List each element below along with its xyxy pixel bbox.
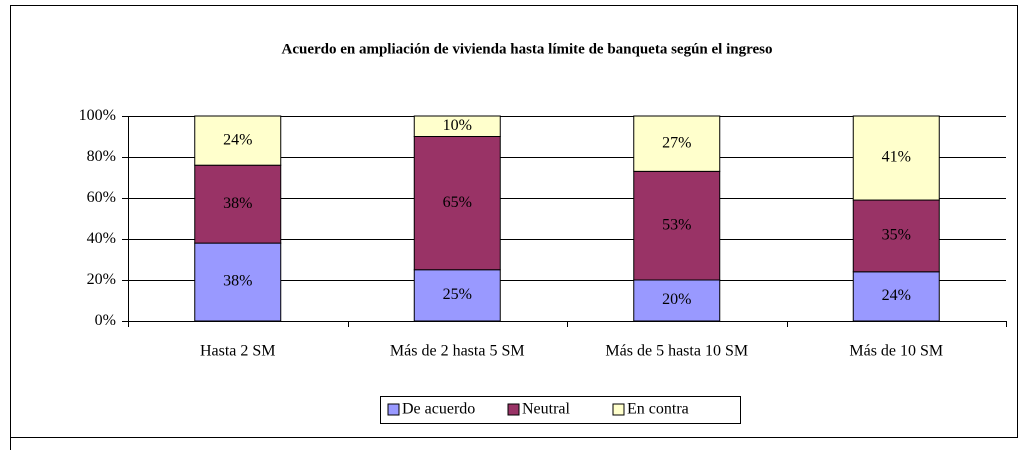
data-label: 27% bbox=[662, 134, 691, 151]
bar-segment bbox=[413, 136, 501, 271]
y-tick-label: 40% bbox=[87, 230, 116, 247]
bar-segment bbox=[413, 269, 501, 322]
bar-segment bbox=[194, 115, 282, 166]
legend-label: Neutral bbox=[522, 401, 571, 418]
x-tick-label: Más de 2 hasta 5 SM bbox=[390, 343, 525, 360]
bar-segment bbox=[194, 164, 282, 244]
y-tick-label: 100% bbox=[79, 107, 116, 124]
data-label: 53% bbox=[662, 216, 691, 233]
bar-segment bbox=[633, 279, 721, 322]
data-label: 20% bbox=[662, 291, 691, 308]
y-tick-label: 20% bbox=[87, 271, 116, 288]
data-label: 10% bbox=[443, 117, 472, 134]
y-tick-label: 60% bbox=[87, 189, 116, 206]
data-label: 38% bbox=[223, 195, 252, 212]
data-label: 24% bbox=[882, 287, 911, 304]
bar-segment bbox=[633, 170, 721, 281]
legend-label: De acuerdo bbox=[402, 401, 475, 418]
legend-label: En contra bbox=[627, 401, 689, 418]
x-tick-label: Hasta 2 SM bbox=[200, 343, 276, 360]
chart-frame bbox=[10, 5, 1018, 438]
y-tick-label: 80% bbox=[87, 148, 116, 165]
x-tick-label: Más de 10 SM bbox=[849, 343, 943, 360]
y-tick-label: 0% bbox=[95, 312, 116, 329]
data-label: 35% bbox=[882, 227, 911, 244]
legend-box bbox=[380, 396, 741, 424]
chart-title: Acuerdo en ampliación de vivienda hasta … bbox=[281, 41, 772, 57]
legend-swatch bbox=[387, 403, 400, 416]
bar-segment bbox=[194, 242, 282, 322]
bar-segment bbox=[852, 271, 940, 322]
legend-swatch bbox=[612, 403, 625, 416]
data-label: 38% bbox=[223, 273, 252, 290]
legend-swatch bbox=[507, 403, 520, 416]
data-label: 65% bbox=[443, 194, 472, 211]
data-label: 41% bbox=[882, 149, 911, 166]
data-label: 24% bbox=[223, 131, 252, 148]
bar-segment bbox=[852, 115, 940, 201]
data-label: 25% bbox=[443, 286, 472, 303]
bar-segment bbox=[633, 115, 721, 172]
x-tick-label: Más de 5 hasta 10 SM bbox=[605, 343, 748, 360]
bar-segment bbox=[413, 115, 501, 137]
